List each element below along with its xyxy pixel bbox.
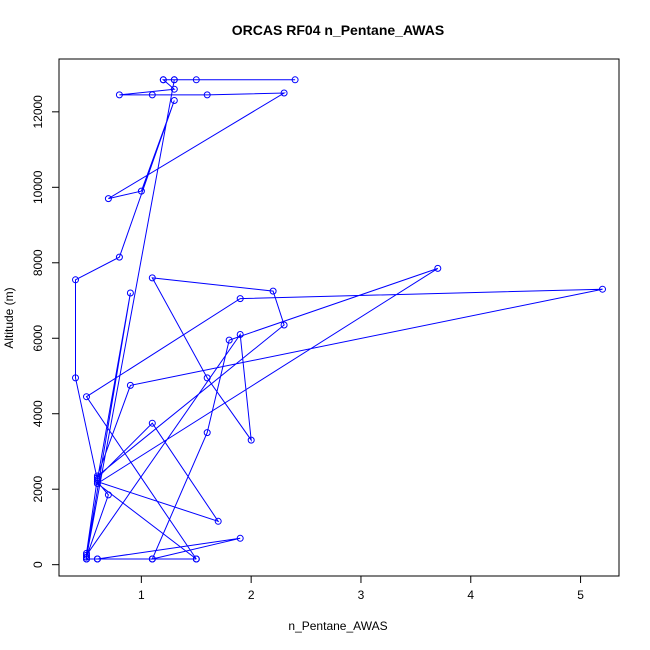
series-layer <box>75 79 603 560</box>
x-axis-label: n_Pentane_AWAS <box>288 619 387 633</box>
data-point <box>236 331 244 338</box>
data-point <box>104 195 112 203</box>
data-point <box>126 289 134 297</box>
data-point <box>170 85 178 93</box>
data-point <box>148 274 156 282</box>
data-point <box>93 555 101 563</box>
y-tick-label: 2000 <box>31 476 45 503</box>
data-point <box>236 534 244 542</box>
data-point <box>104 491 112 499</box>
x-tick-label: 4 <box>467 588 474 602</box>
data-point <box>280 89 288 97</box>
data-point <box>93 480 101 487</box>
x-tick-label: 3 <box>358 588 365 602</box>
data-point <box>214 517 222 525</box>
data-point <box>236 295 244 303</box>
x-tick-label: 2 <box>248 588 255 602</box>
series-line <box>75 79 603 560</box>
data-point <box>203 429 211 437</box>
data-point <box>192 76 200 84</box>
y-tick-label: 6000 <box>31 325 45 352</box>
data-point <box>115 91 123 99</box>
points-layer <box>72 76 606 563</box>
chart-title: ORCAS RF04 n_Pentane_AWAS <box>232 22 444 38</box>
data-point <box>83 393 90 401</box>
y-tick-label: 8000 <box>31 249 45 276</box>
y-tick-label: 4000 <box>31 400 45 427</box>
data-point <box>192 555 200 563</box>
data-point <box>434 264 442 272</box>
data-point <box>83 553 90 561</box>
data-point <box>170 76 178 84</box>
data-point <box>170 97 178 104</box>
data-point <box>269 287 277 295</box>
data-point <box>159 76 167 84</box>
y-tick-label: 10000 <box>31 170 45 204</box>
data-point <box>115 253 123 261</box>
x-tick-label: 1 <box>138 588 145 602</box>
data-point <box>93 476 101 484</box>
y-axis-label: Altitude (m) <box>2 287 16 348</box>
data-point <box>72 276 79 284</box>
data-point <box>291 76 299 84</box>
data-point <box>148 91 156 99</box>
data-point <box>247 436 255 444</box>
data-point <box>72 374 79 382</box>
y-axis: 0 2000 4000 6000 8000 10000 12000 <box>31 95 59 568</box>
data-point <box>203 91 211 99</box>
data-point <box>137 187 145 195</box>
y-tick-label: 12000 <box>31 95 45 129</box>
x-tick-label: 5 <box>577 588 584 602</box>
plot-frame <box>58 58 620 577</box>
x-axis: 1 2 3 4 5 <box>138 576 584 602</box>
data-point <box>203 374 211 382</box>
data-point <box>93 472 101 480</box>
data-point <box>83 551 90 559</box>
y-tick-label: 0 <box>31 561 45 568</box>
data-point <box>126 381 134 389</box>
data-point <box>148 555 156 563</box>
data-point <box>280 321 288 329</box>
data-point <box>225 336 233 344</box>
data-point <box>148 419 156 427</box>
data-point <box>599 285 606 293</box>
